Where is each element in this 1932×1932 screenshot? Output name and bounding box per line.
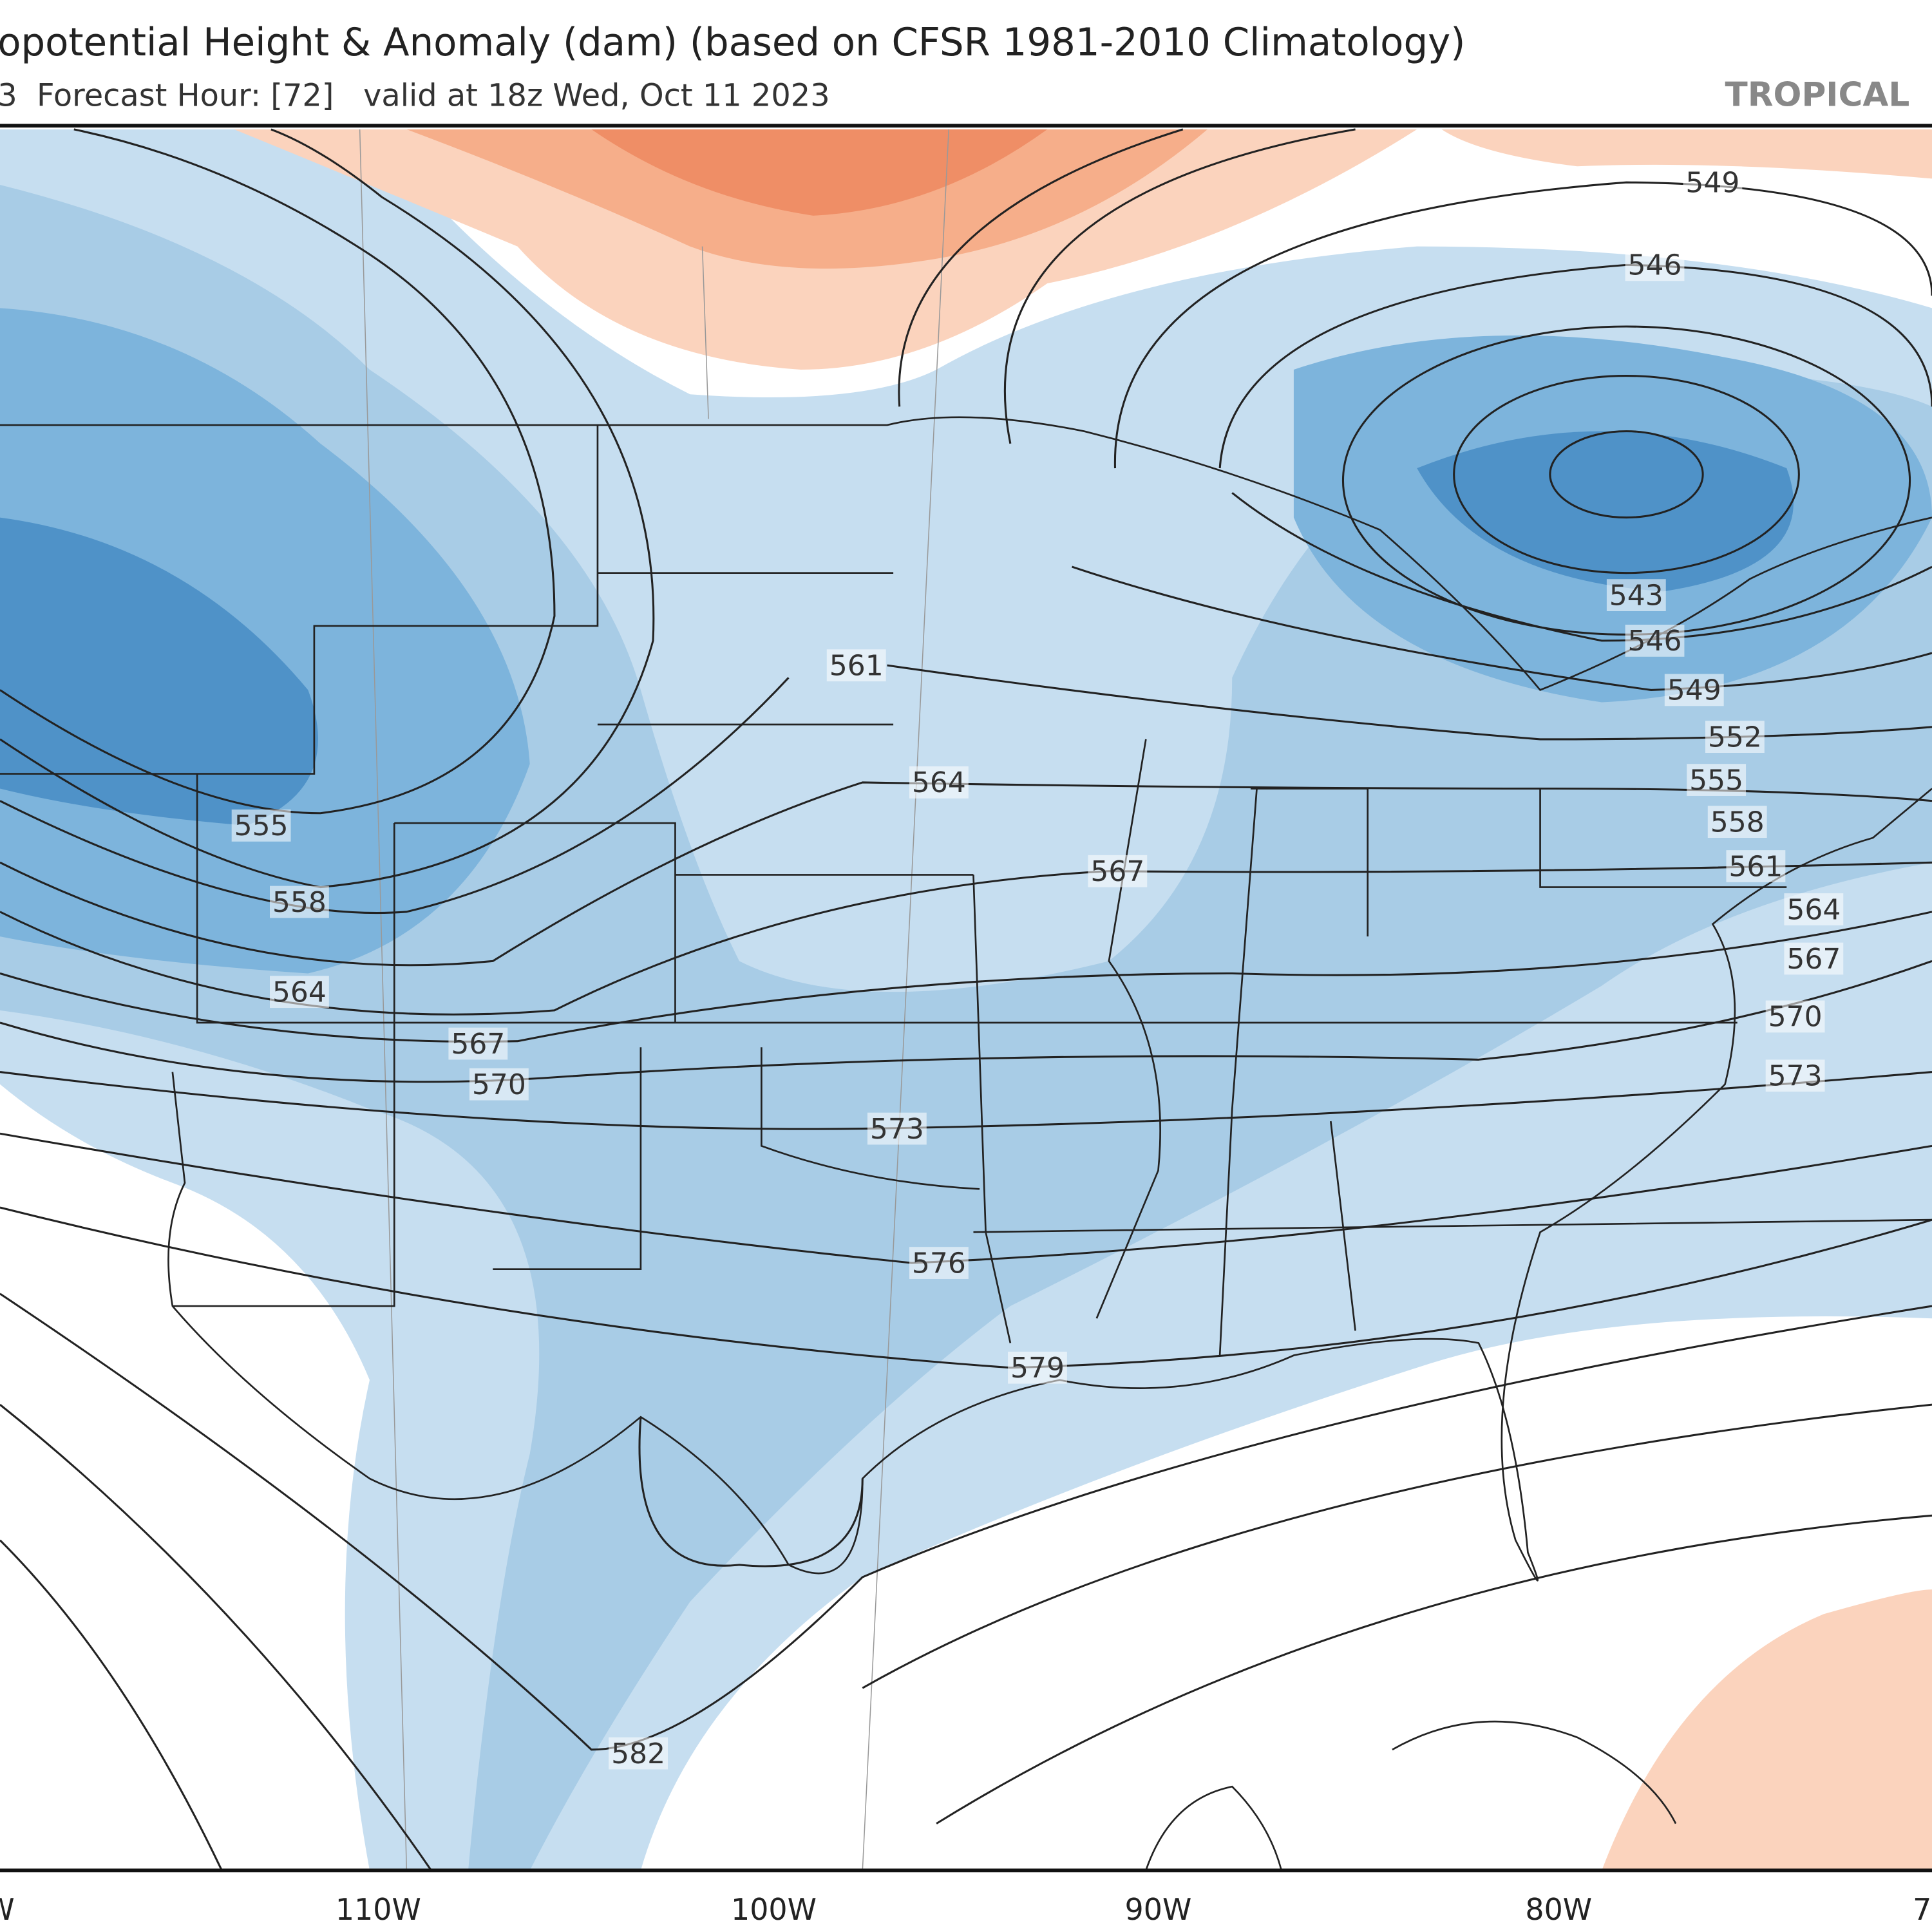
contour-label-bg <box>1625 625 1685 657</box>
contour-label: 564 <box>272 976 327 1009</box>
contour-label-bg <box>1726 850 1786 882</box>
contour-label-bg <box>1765 1000 1825 1033</box>
longitude-label: 7 <box>1913 1892 1931 1927</box>
contour-label-bg <box>1705 721 1765 753</box>
contour-label: 564 <box>1786 893 1841 926</box>
contour-label: 555 <box>1689 764 1743 797</box>
contour-label: 552 <box>1708 721 1762 753</box>
anomaly-shading <box>0 129 1932 1871</box>
contour-label: 573 <box>1768 1060 1823 1093</box>
contour-label-bg <box>1707 806 1767 838</box>
contour-label-bg <box>909 1247 969 1279</box>
contour-label-bg <box>1784 893 1844 925</box>
contour-label-bg <box>826 649 886 682</box>
contour-label-bg <box>1664 674 1724 706</box>
contour-label-bg <box>270 976 329 1009</box>
contour-label-bg <box>1606 579 1666 611</box>
contour-label-bg <box>909 766 969 799</box>
contour-label-bg <box>1008 1351 1067 1384</box>
contour-label: 546 <box>1628 625 1682 658</box>
contour-label: 567 <box>1786 943 1841 976</box>
longitude-label: 110W <box>336 1892 421 1927</box>
contour-label: 558 <box>1710 806 1765 838</box>
contour-label: 546 <box>1628 249 1682 282</box>
contour-label: 558 <box>272 886 327 919</box>
contour-label-bg <box>1765 1059 1825 1092</box>
longitude-label: 90W <box>1125 1892 1192 1927</box>
contour-label: 564 <box>912 766 966 799</box>
contour-label: 579 <box>1010 1352 1065 1385</box>
contour-label: 582 <box>611 1738 665 1770</box>
contour-label-bg <box>1088 855 1148 887</box>
longitude-label: 100W <box>731 1892 817 1927</box>
contour-label: 570 <box>1768 1001 1823 1034</box>
contour-label: 549 <box>1667 674 1721 707</box>
contour-label: 567 <box>451 1028 505 1061</box>
contour-label-bg <box>231 810 291 842</box>
title: opotential Height & Anomaly (dam) (based… <box>0 20 1465 64</box>
contour-label: 543 <box>1609 579 1663 612</box>
contour-label: 576 <box>912 1247 966 1280</box>
contour-label: 555 <box>234 810 289 842</box>
contour-label-bg <box>448 1027 508 1060</box>
subtitle: 3 Forecast Hour: [72] valid at 18z Wed, … <box>0 79 830 114</box>
contour-label-bg <box>469 1068 529 1101</box>
contour-label-bg <box>270 886 329 918</box>
contour-label-bg <box>1784 942 1844 975</box>
contour-label: 570 <box>472 1068 526 1101</box>
contour-label: 561 <box>1728 850 1783 883</box>
contour-label-bg <box>1687 764 1747 796</box>
contour-label-bg <box>867 1112 927 1145</box>
contour-label-bg <box>609 1737 668 1770</box>
contour-label-bg <box>1625 249 1685 281</box>
grid-lines <box>359 129 949 1871</box>
brand: TROPICAL <box>1725 76 1910 115</box>
contour-label: 567 <box>1090 855 1144 888</box>
longitude-label: W <box>0 1892 15 1927</box>
contour-label: 549 <box>1685 166 1739 199</box>
contour-label: 573 <box>870 1113 924 1146</box>
longitude-label: 80W <box>1525 1892 1592 1927</box>
contour-label: 561 <box>829 649 884 682</box>
contour-label-bg <box>1683 166 1743 199</box>
